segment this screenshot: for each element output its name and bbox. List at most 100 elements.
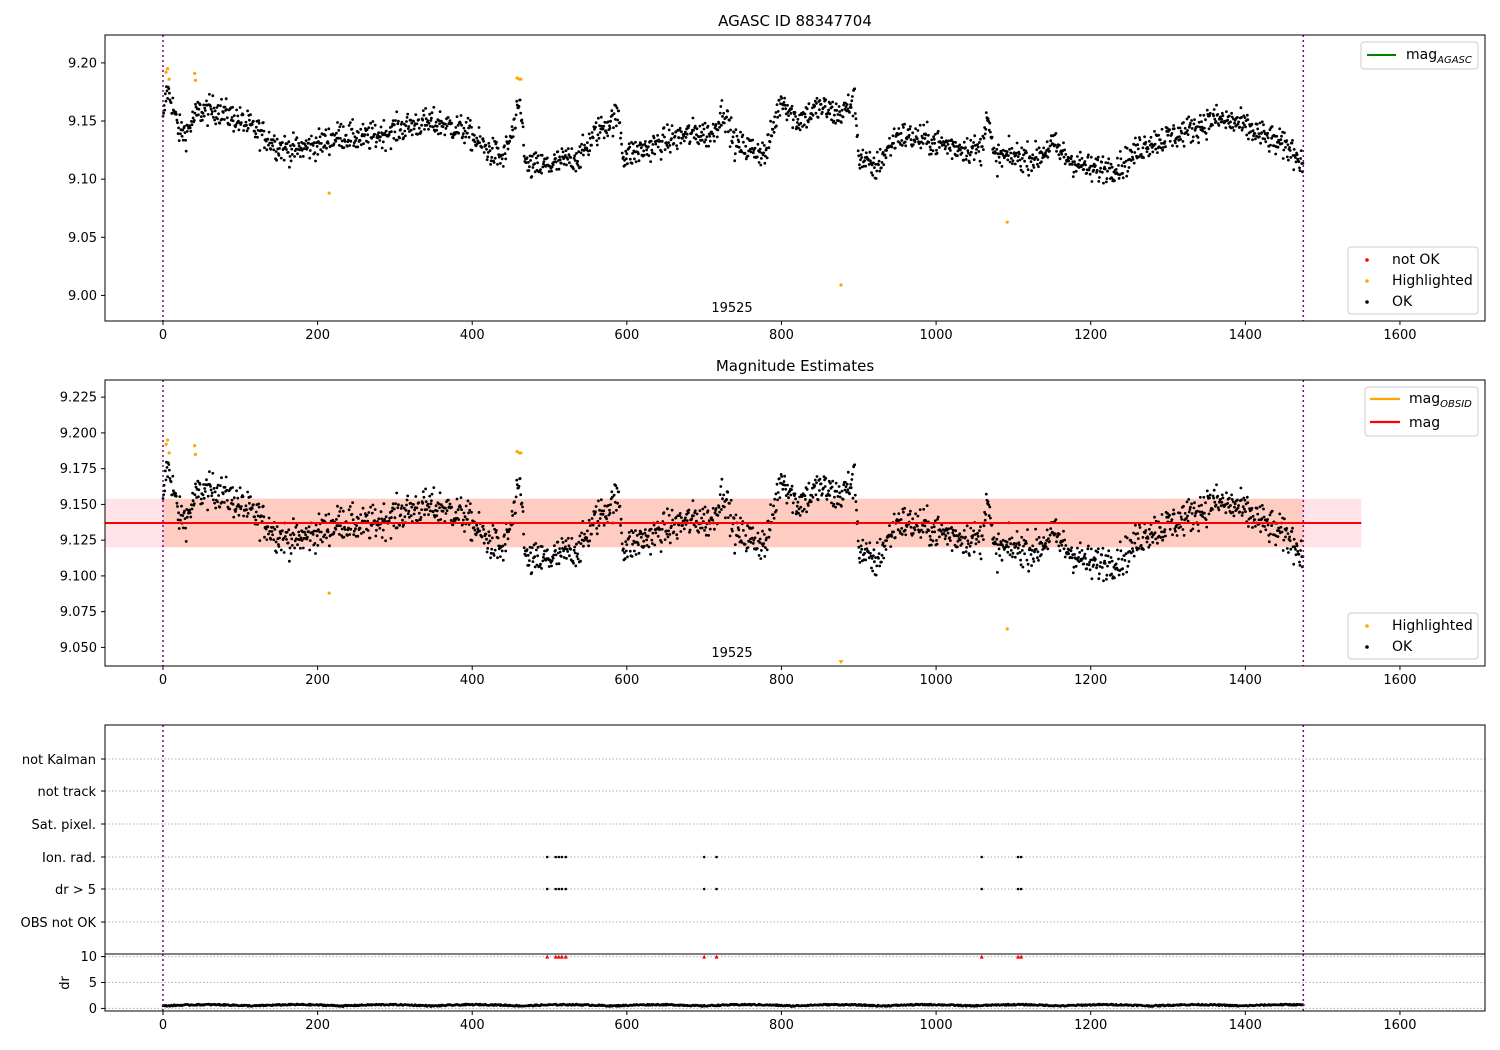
ok-point bbox=[856, 133, 859, 137]
ok-point bbox=[336, 121, 339, 124]
ok-point bbox=[274, 150, 278, 153]
flag-label: dr > 5 bbox=[55, 883, 96, 898]
ok-point bbox=[809, 117, 813, 121]
ok-point bbox=[789, 112, 793, 115]
ok-point bbox=[501, 558, 505, 562]
ok-point bbox=[802, 507, 806, 511]
ok-point bbox=[295, 136, 299, 140]
ok-point bbox=[574, 564, 578, 568]
ok-point bbox=[573, 159, 577, 162]
ok-point bbox=[1057, 153, 1061, 157]
ok-point bbox=[520, 118, 524, 122]
ok-point bbox=[943, 147, 947, 151]
ok-point bbox=[338, 510, 342, 513]
ok-point bbox=[534, 151, 538, 155]
ok-point bbox=[672, 530, 676, 534]
ok-point bbox=[846, 470, 850, 474]
ok-point bbox=[1138, 526, 1142, 529]
ok-point bbox=[201, 493, 205, 497]
ok-point bbox=[997, 547, 1001, 551]
ok-point bbox=[381, 140, 385, 144]
ok-point bbox=[448, 119, 452, 123]
ok-point bbox=[1211, 508, 1214, 511]
ok-point bbox=[511, 135, 515, 139]
ok-point bbox=[694, 525, 698, 528]
ok-point bbox=[1185, 117, 1189, 121]
ok-point bbox=[231, 105, 235, 109]
ok-point bbox=[837, 105, 841, 108]
flag-point bbox=[564, 855, 568, 859]
ok-point bbox=[1182, 504, 1185, 508]
ok-point bbox=[848, 111, 851, 114]
ok-point bbox=[1238, 510, 1242, 514]
ok-point bbox=[179, 518, 182, 522]
ok-point bbox=[366, 519, 370, 523]
ok-point bbox=[371, 503, 375, 507]
ok-point bbox=[250, 507, 254, 510]
ok-point bbox=[729, 116, 733, 120]
ok-point bbox=[490, 146, 494, 150]
ok-point bbox=[1191, 135, 1195, 139]
ok-point bbox=[656, 134, 659, 137]
ok-point bbox=[1077, 556, 1080, 559]
ok-point bbox=[1099, 166, 1102, 170]
ok-point bbox=[617, 109, 621, 113]
ok-point bbox=[1221, 496, 1225, 500]
ok-point bbox=[166, 475, 170, 478]
ok-point bbox=[728, 502, 731, 505]
ok-point bbox=[877, 159, 881, 163]
ok-point bbox=[922, 507, 926, 511]
ok-point bbox=[1266, 131, 1269, 135]
highlighted-point bbox=[166, 67, 170, 71]
ok-point bbox=[363, 519, 367, 523]
ok-point bbox=[1179, 137, 1182, 141]
ok-point bbox=[670, 137, 673, 141]
highlighted-point bbox=[164, 442, 168, 446]
ok-point bbox=[1064, 544, 1068, 547]
ok-point bbox=[478, 529, 481, 533]
ok-point bbox=[430, 111, 434, 115]
ok-point bbox=[919, 536, 923, 539]
ok-point bbox=[1197, 504, 1201, 508]
ok-point bbox=[414, 113, 418, 116]
ok-point bbox=[1266, 518, 1269, 521]
ok-point bbox=[198, 483, 202, 486]
ok-point bbox=[555, 562, 559, 566]
ok-point bbox=[574, 169, 578, 173]
ok-point bbox=[717, 122, 721, 125]
ok-point bbox=[347, 508, 351, 512]
ok-point bbox=[246, 512, 250, 515]
ok-point bbox=[1219, 497, 1222, 501]
ok-point bbox=[641, 143, 644, 147]
ok-point bbox=[505, 528, 509, 532]
ok-point bbox=[1216, 506, 1220, 510]
ok-point bbox=[1178, 135, 1181, 139]
ok-point bbox=[1279, 138, 1283, 142]
ok-point bbox=[190, 507, 194, 511]
ok-point bbox=[1117, 557, 1120, 561]
ok-point bbox=[1019, 164, 1022, 168]
ok-point bbox=[1240, 116, 1243, 119]
ok-point bbox=[1192, 506, 1196, 510]
ok-point bbox=[918, 508, 922, 511]
ok-point bbox=[1007, 154, 1010, 158]
ok-point bbox=[373, 508, 377, 511]
ok-point bbox=[988, 121, 992, 125]
ok-point bbox=[1107, 157, 1111, 161]
ok-point bbox=[1016, 159, 1020, 163]
ok-point bbox=[1299, 549, 1302, 552]
ok-point bbox=[421, 490, 425, 493]
ok-point bbox=[1009, 542, 1013, 546]
ok-point bbox=[1105, 177, 1109, 181]
ok-point bbox=[624, 157, 628, 161]
ok-point bbox=[396, 506, 400, 510]
ok-point bbox=[1193, 128, 1197, 132]
ok-point bbox=[167, 87, 171, 90]
ok-point bbox=[726, 130, 730, 134]
ok-point bbox=[663, 135, 666, 139]
ok-point bbox=[746, 546, 750, 549]
ok-point bbox=[451, 523, 455, 527]
ok-point bbox=[823, 485, 827, 488]
ok-point bbox=[668, 144, 672, 147]
ok-point bbox=[312, 529, 316, 533]
